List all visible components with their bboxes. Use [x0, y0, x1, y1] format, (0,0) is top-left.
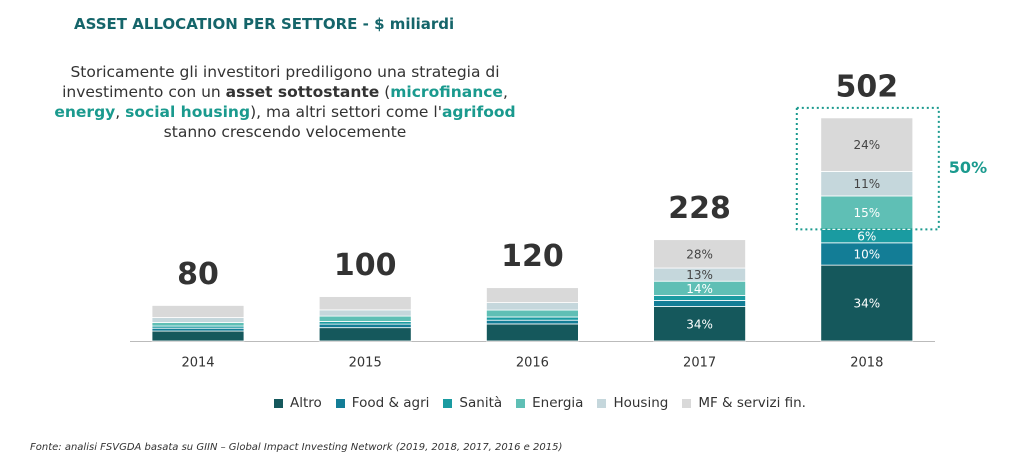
legend-swatch — [274, 398, 283, 408]
subtitle-text: , — [115, 103, 126, 121]
subtitle: Storicamente gli investitori prediligono… — [30, 62, 540, 142]
segment-label: 34% — [853, 297, 880, 311]
legend-swatch — [335, 398, 345, 408]
total-label: 100 — [334, 248, 397, 283]
legend-label: MF & servizi fin. — [698, 395, 806, 411]
bar-segment — [151, 330, 245, 342]
segment-label: 11% — [853, 177, 880, 191]
subtitle-text: Storicamente gli investitori prediligono… — [70, 63, 500, 81]
bar-segment — [820, 264, 914, 342]
bar-segment — [653, 306, 746, 342]
bar-segment — [151, 317, 245, 323]
bar-segment — [820, 117, 914, 172]
legend-label: Energia — [532, 395, 584, 411]
total-label: 228 — [668, 191, 731, 226]
total-label: 502 — [835, 69, 898, 104]
segment-label: 28% — [686, 247, 713, 261]
x-tick-label: 2015 — [349, 356, 382, 371]
segment-label: 14% — [686, 282, 713, 296]
bar-segment — [653, 239, 746, 269]
annotation: 50% — [949, 158, 987, 177]
legend: Altro Food & agri Sanità Energia Housing MF &… — [0, 395, 1024, 411]
x-tick-label: 2018 — [850, 356, 883, 371]
bar-segment — [318, 327, 412, 342]
legend-label: Food & agri — [351, 395, 430, 411]
legend-item: Energia — [516, 395, 583, 411]
bar-segment — [151, 305, 245, 318]
legend-swatch — [516, 398, 526, 408]
bar-segment — [653, 294, 746, 301]
x-tick-label: 2017 — [683, 356, 716, 371]
chart-title: ASSET ALLOCATION PER SETTORE - $ miliard… — [74, 15, 455, 33]
bar-segment — [485, 316, 579, 321]
segment-label: 34% — [686, 317, 713, 331]
legend-item: Food & agri — [335, 395, 430, 411]
bar-segment — [485, 302, 579, 311]
bar-segment — [318, 323, 412, 329]
subtitle-text: asset sottostante — [225, 83, 380, 101]
legend-item: Sanità — [443, 395, 502, 411]
legend-item: MF & servizi fin. — [682, 395, 806, 411]
legend-swatch — [597, 398, 607, 408]
legend-label: Altro — [290, 395, 322, 411]
legend-label: Sanità — [459, 395, 503, 411]
bar-segment — [318, 321, 412, 325]
subtitle-text: ), ma altri settori come l' — [250, 103, 442, 121]
segment-label: 6% — [857, 230, 876, 244]
segment-label: 13% — [686, 268, 713, 282]
bar-segment — [151, 327, 245, 332]
bar-segment — [318, 309, 412, 317]
subtitle-text: ( — [379, 83, 391, 101]
bar-segment — [485, 287, 579, 303]
legend-item: Altro — [274, 395, 322, 411]
subtitle-text: social housing — [125, 103, 251, 121]
total-label: 80 — [177, 257, 219, 292]
source-note: Fonte: analisi FSVGDA basata su GIIN – G… — [30, 442, 563, 453]
x-tick-label: 2016 — [516, 356, 549, 371]
legend-label: Housing — [613, 395, 669, 411]
subtitle-text: microfinance — [390, 83, 503, 101]
subtitle-text: , — [502, 83, 508, 101]
bar-segment — [151, 322, 245, 327]
x-tick-label: 2014 — [181, 356, 214, 371]
bar-segment — [485, 319, 579, 325]
subtitle-text: energy — [54, 103, 116, 121]
segment-label: 10% — [853, 247, 880, 261]
subtitle-text: investimento con un — [62, 83, 226, 101]
legend-swatch — [443, 398, 453, 408]
total-label: 120 — [501, 239, 564, 274]
subtitle-text: stanno crescendo velocemente — [163, 123, 407, 141]
bar-segment — [485, 309, 579, 318]
bar-segment — [653, 300, 746, 307]
bar-segment — [820, 171, 914, 197]
bar-segment — [485, 323, 579, 342]
legend-item: Housing — [597, 395, 668, 411]
bar-segment — [318, 296, 412, 311]
legend-swatch — [682, 398, 692, 408]
subtitle-text: agrifood — [441, 103, 516, 121]
bar-segment — [318, 315, 412, 322]
segment-label: 24% — [853, 138, 880, 152]
highlight-box — [795, 106, 940, 231]
segment-label: 15% — [853, 206, 880, 220]
